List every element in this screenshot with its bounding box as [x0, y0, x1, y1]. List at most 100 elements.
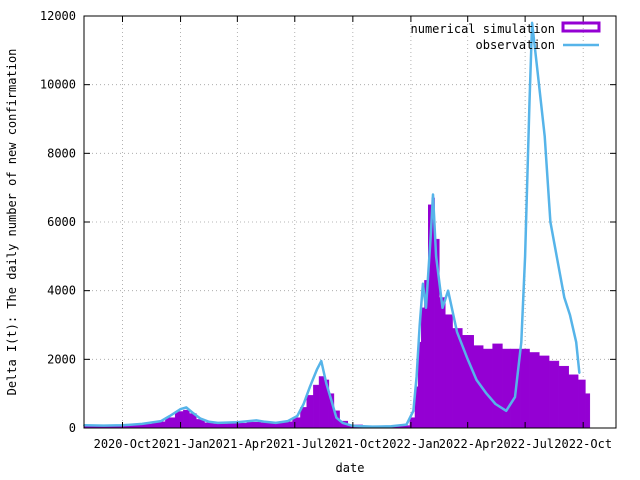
simulation-bar: [246, 421, 261, 429]
x-tick-label: 2021-Jul: [266, 437, 324, 451]
observation-point: [485, 392, 488, 395]
observation-point: [524, 255, 527, 258]
observation-point: [549, 221, 552, 223]
observation-point: [528, 100, 531, 103]
simulation-bar: [260, 422, 271, 429]
simulation-bar: [174, 411, 184, 429]
observation-point: [390, 425, 393, 428]
observation-point: [494, 403, 497, 405]
x-tick-label: 2021-Jan: [152, 437, 210, 451]
legend-label-observation: observation: [476, 38, 555, 52]
simulation-bar: [439, 297, 446, 429]
x-tick-label: 2021-Oct: [324, 437, 382, 451]
observation-point: [330, 399, 333, 402]
observation-point: [563, 296, 566, 299]
grid: [84, 16, 616, 428]
observation-point: [315, 368, 318, 371]
simulation-bar: [165, 417, 176, 429]
observation-point: [421, 282, 424, 285]
simulation-bar: [558, 365, 569, 429]
simulation-bar: [529, 352, 540, 429]
simulation-bar: [183, 409, 190, 429]
observation-point: [575, 341, 578, 344]
observation-point: [185, 406, 188, 409]
y-tick-label: 4000: [47, 284, 76, 298]
simulation-bar: [539, 355, 550, 429]
simulation-bar: [577, 379, 586, 429]
x-tick-label: 2022-Jul: [496, 437, 554, 451]
y-tick-label: 10000: [40, 78, 76, 92]
observation-point: [286, 420, 289, 423]
y-tick-label: 6000: [47, 215, 76, 229]
observation-point: [335, 416, 338, 419]
axis-ticks: [84, 15, 616, 429]
simulation-bar: [313, 384, 320, 429]
observation-point: [325, 382, 328, 385]
observation-point: [179, 408, 182, 411]
observation-point: [255, 419, 258, 422]
observation-point: [531, 21, 533, 24]
observation-point: [432, 193, 434, 196]
simulation-bar: [585, 393, 591, 429]
x-tick-label: 2021-Apr: [208, 437, 266, 451]
observation-point: [296, 415, 299, 417]
observation-point: [415, 375, 418, 378]
simulation-bars: [83, 197, 591, 429]
observation-point: [435, 255, 438, 258]
x-axis-label: date: [336, 461, 365, 475]
simulation-bar: [445, 314, 453, 429]
observation-point: [447, 289, 450, 292]
x-tick-label: 2022-Apr: [439, 437, 497, 451]
simulation-bar: [318, 376, 325, 429]
legend: numerical simulation observation: [411, 21, 601, 52]
observation-point: [514, 396, 516, 398]
observation-point: [536, 66, 539, 69]
observation-point: [341, 421, 344, 424]
simulation-bar: [482, 348, 493, 429]
observation-point: [320, 360, 323, 362]
simulation-bar: [548, 360, 560, 429]
observation-point: [274, 421, 277, 424]
observation-point: [371, 425, 374, 428]
simulation-bar: [213, 423, 228, 429]
simulation-bar: [519, 348, 530, 429]
observation-point: [543, 135, 546, 138]
y-tick-label: 8000: [47, 146, 76, 160]
observation-point: [520, 341, 523, 344]
simulation-bar: [421, 307, 425, 429]
y-axis-label: Delta I(t): The daily number of new conf…: [5, 49, 19, 396]
observation-point: [418, 324, 421, 326]
observation-point: [555, 255, 558, 258]
y-tick-label: 2000: [47, 352, 76, 366]
y-tick-label: 0: [69, 421, 76, 435]
observation-point: [168, 415, 171, 417]
observation-point: [475, 379, 478, 381]
y-tick-label: 12000: [40, 9, 76, 23]
x-tick-label: 2022-Jan: [382, 437, 440, 451]
observation-point: [208, 420, 210, 423]
observation-point: [425, 306, 427, 309]
observation-point: [191, 411, 194, 414]
observation-point: [199, 417, 202, 420]
legend-label-simulation: numerical simulation: [411, 22, 556, 36]
observation-point: [216, 421, 219, 424]
x-tick-label: 2022-Oct: [554, 437, 612, 451]
observation-point: [429, 238, 432, 241]
simulation-bar: [568, 374, 579, 429]
simulation-bar: [492, 343, 503, 429]
observation-point: [160, 420, 162, 423]
observation-point: [456, 330, 458, 333]
observation-point: [141, 422, 143, 425]
observation-point: [578, 372, 581, 374]
observation-point: [264, 420, 267, 423]
observation-point: [569, 313, 571, 316]
observation-point: [405, 423, 408, 426]
simulation-bar: [502, 348, 511, 429]
observation-point: [441, 306, 444, 309]
observation-line-layer: [83, 21, 581, 428]
x-tick-label: 2020-Oct: [94, 437, 152, 451]
legend-swatch-simulation: [561, 21, 601, 33]
observation-point: [302, 403, 305, 405]
